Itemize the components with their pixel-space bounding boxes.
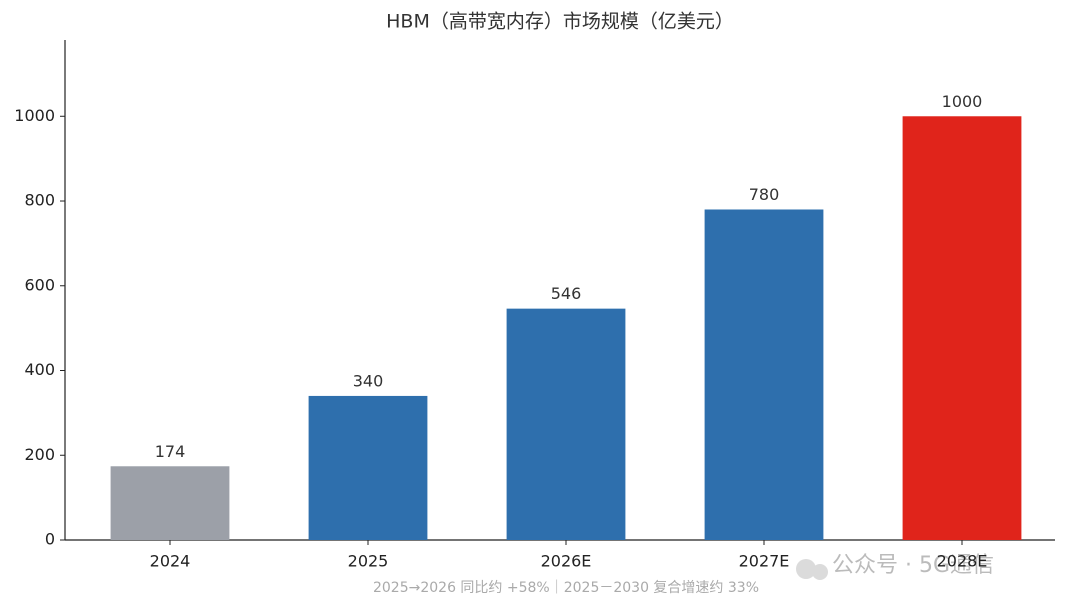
bar bbox=[110, 466, 230, 540]
bar bbox=[902, 116, 1022, 541]
x-tick-label: 2026E bbox=[541, 552, 592, 571]
x-tick-label: 2024 bbox=[150, 552, 191, 571]
x-tick-label: 2025 bbox=[348, 552, 389, 571]
bar bbox=[506, 308, 626, 540]
x-tick-label: 2028E bbox=[937, 552, 988, 571]
y-tick-label: 0 bbox=[45, 530, 55, 549]
value-label: 174 bbox=[155, 442, 186, 461]
value-label: 340 bbox=[353, 371, 384, 390]
y-tick-label: 400 bbox=[24, 360, 55, 379]
chart-title: HBM（高带宽内存）市场规模（亿美元） bbox=[386, 11, 734, 33]
value-label: 1000 bbox=[942, 92, 983, 111]
y-tick-label: 200 bbox=[24, 445, 55, 464]
watermark-icon bbox=[796, 559, 828, 580]
value-label: 780 bbox=[749, 185, 780, 204]
y-tick-label: 800 bbox=[24, 191, 55, 210]
y-tick-label: 1000 bbox=[14, 106, 55, 125]
watermark: 公众号 · 5G通信 bbox=[832, 553, 994, 578]
bar bbox=[308, 395, 428, 540]
value-label: 546 bbox=[551, 284, 582, 303]
footnote: 2025→2026 同比约 +58%｜2025－2030 复合增速约 33% bbox=[373, 579, 759, 596]
bar bbox=[704, 209, 824, 541]
x-tick-label: 2027E bbox=[739, 552, 790, 571]
y-tick-label: 600 bbox=[24, 275, 55, 294]
